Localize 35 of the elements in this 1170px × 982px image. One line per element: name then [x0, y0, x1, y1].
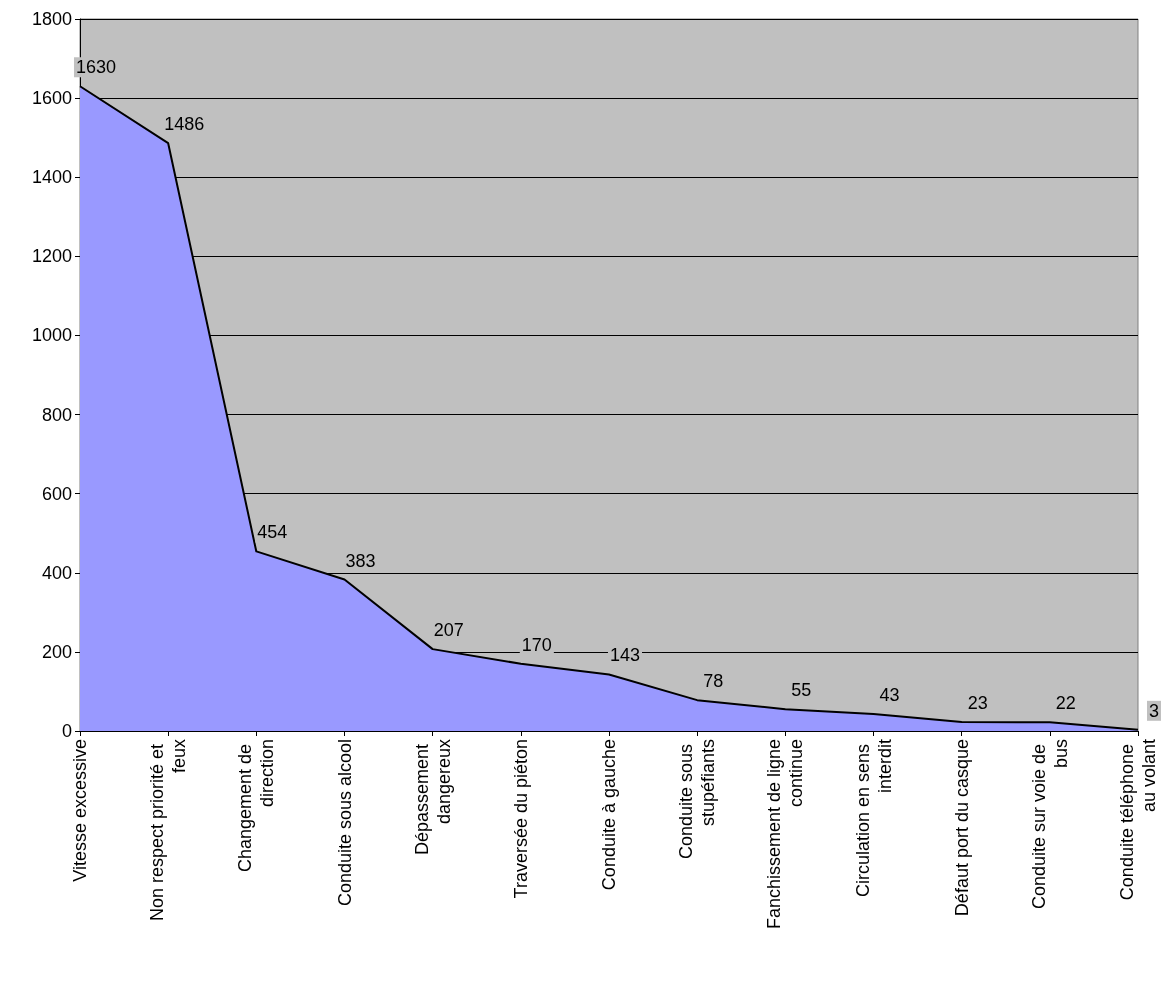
x-tick-label: Non respect priorité et feux	[147, 739, 190, 922]
y-tick-label: 1400	[31, 167, 72, 188]
x-tick-label: Conduite sur voie de bus	[1028, 739, 1071, 910]
y-tick-label: 200	[41, 641, 72, 662]
data-label: 1630	[75, 57, 117, 78]
data-label: 23	[967, 692, 988, 713]
y-tick-label: 1200	[31, 246, 72, 267]
x-tick-label: Conduite à gauche	[599, 739, 619, 891]
data-label: 454	[257, 522, 288, 543]
data-label: 170	[521, 634, 552, 655]
x-tick-label: Défaut port du casque	[951, 739, 972, 917]
y-tick-label: 600	[41, 483, 72, 504]
data-label: 207	[433, 620, 464, 641]
data-label: 22	[1055, 693, 1076, 714]
y-tick-label: 1000	[31, 325, 72, 346]
x-tick-label: Conduite téléphone au volant	[1117, 739, 1159, 901]
y-tick-label: 1600	[31, 88, 72, 109]
data-label: 143	[609, 645, 641, 666]
x-tick-label: Traversée du piéton	[510, 739, 531, 899]
x-tick-label: Changement de direction	[235, 739, 278, 873]
y-tick-label: 1800	[31, 9, 72, 29]
x-tick-label: Circulation en sens interdit	[852, 739, 895, 898]
data-label: 383	[345, 550, 376, 571]
data-label: 3	[1148, 700, 1160, 721]
y-tick-label: 400	[41, 562, 72, 583]
y-tick-label: 800	[41, 404, 72, 425]
data-label: 78	[703, 671, 724, 692]
data-label: 1486	[164, 114, 205, 135]
y-tick-label: 0	[61, 721, 72, 741]
x-tick-label: Conduite sous alcool	[334, 739, 355, 907]
data-label: 43	[879, 684, 900, 705]
x-tick-label: Dépassement dangereux	[411, 739, 454, 856]
x-tick-label: Vitesse excessive	[70, 739, 90, 882]
data-label: 55	[791, 680, 812, 701]
x-tick-label: Conduite sous stupéfiants	[676, 739, 719, 860]
